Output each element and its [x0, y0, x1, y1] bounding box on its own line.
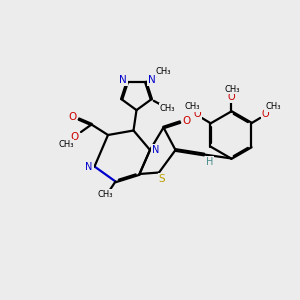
- Text: CH₃: CH₃: [58, 140, 74, 149]
- Text: O: O: [227, 92, 235, 103]
- Text: CH₃: CH₃: [224, 85, 240, 94]
- Text: CH₃: CH₃: [265, 102, 280, 111]
- Text: N: N: [148, 75, 155, 85]
- Text: O: O: [182, 116, 191, 126]
- Text: N: N: [119, 75, 127, 85]
- Text: N: N: [85, 161, 93, 172]
- Text: CH₃: CH₃: [97, 190, 113, 199]
- Text: O: O: [71, 132, 79, 142]
- Text: O: O: [262, 109, 269, 119]
- Text: H: H: [206, 157, 213, 167]
- Text: S: S: [159, 174, 165, 184]
- Text: O: O: [68, 112, 76, 122]
- Text: CH₃: CH₃: [155, 68, 171, 76]
- Text: CH₃: CH₃: [184, 102, 200, 111]
- Text: N: N: [152, 145, 159, 155]
- Text: CH₃: CH₃: [159, 104, 175, 113]
- Text: O: O: [194, 109, 201, 119]
